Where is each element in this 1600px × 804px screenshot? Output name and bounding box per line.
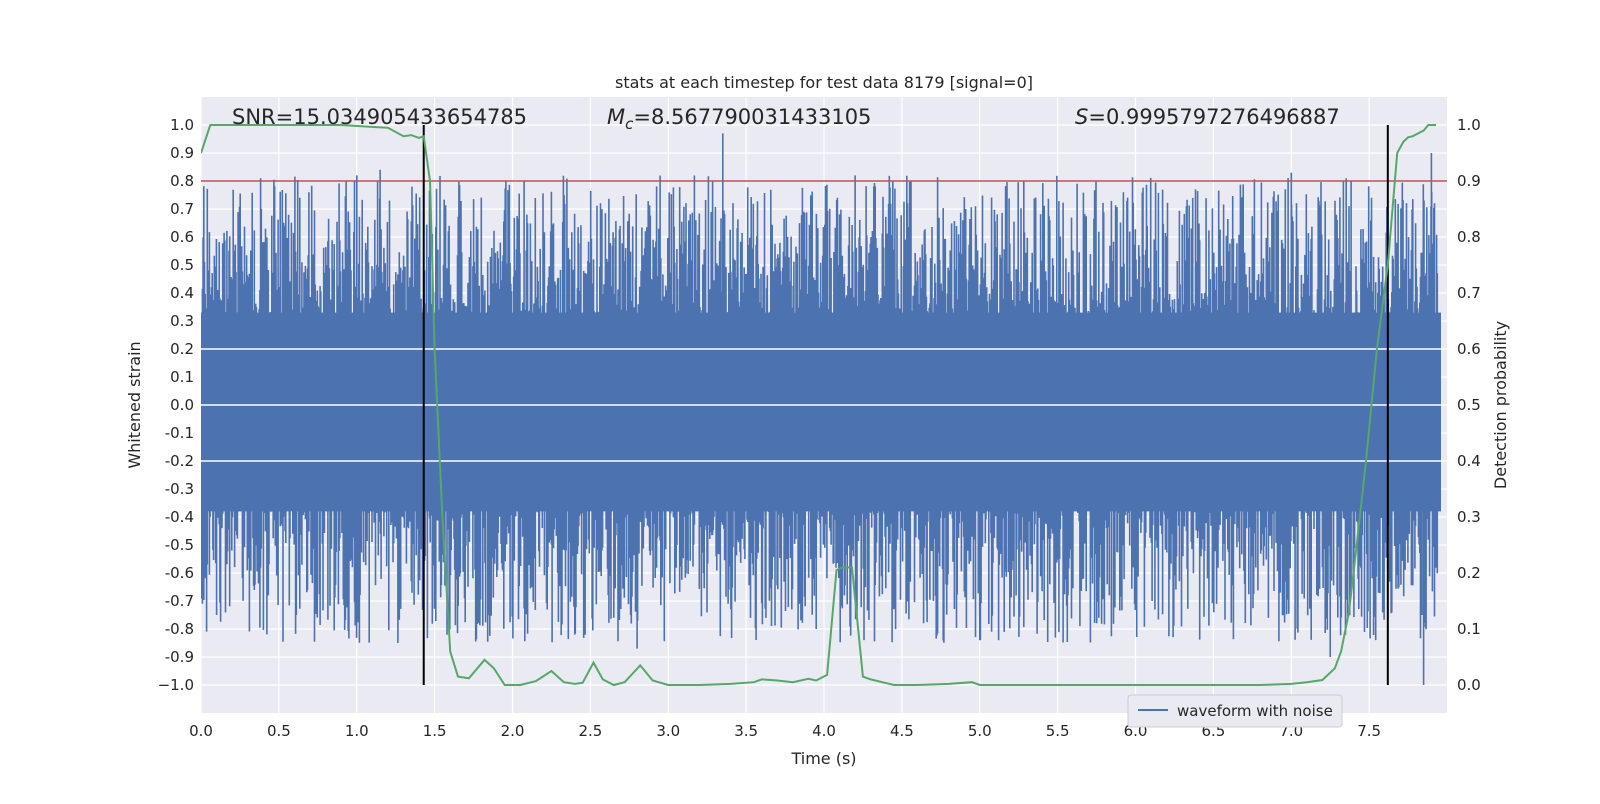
y-tick-label: 0.3	[170, 312, 194, 330]
legend: waveform with noise	[1127, 694, 1343, 728]
waveform-spikes	[201, 133, 1439, 685]
y-right-tick-label: 0.6	[1457, 340, 1481, 358]
s-symbol: S	[1075, 105, 1088, 129]
x-tick-label: 4.0	[812, 722, 836, 740]
y-right-tick-label: 0.2	[1457, 564, 1481, 582]
y-tick-label: -0.4	[165, 508, 194, 526]
vertical-markers	[422, 125, 1389, 685]
x-tick-label: 5.5	[1046, 722, 1070, 740]
y-tick-label: 0.4	[170, 284, 194, 302]
y-right-tick-labels: 1.0 0.9 0.8 0.7 0.6 0.5 0.4 0.3 0.2 0.1 0.0	[1457, 116, 1481, 694]
right-grid-over-waveform	[201, 348, 1447, 462]
y-tick-label: 0.8	[170, 172, 194, 190]
y-tick-label: -0.6	[165, 564, 194, 582]
y-tick-label: 1.0	[170, 116, 194, 134]
x-tick-label: 4.5	[890, 722, 914, 740]
x-tick-label: 5.0	[968, 722, 992, 740]
x-tick-label: 2.5	[578, 722, 602, 740]
y-right-axis-label: Detection probability	[1491, 321, 1510, 489]
x-tick-label: 1.0	[345, 722, 369, 740]
y-right-tick-label: 0.7	[1457, 284, 1481, 302]
y-right-tick-label: 0.3	[1457, 508, 1481, 526]
x-tick-label: 3.0	[656, 722, 680, 740]
detection-probability-line	[201, 124, 1437, 687]
y-tick-label: -0.7	[165, 592, 194, 610]
y-axis-label: Whitened strain	[125, 341, 144, 468]
y-tick-label: 0.5	[170, 256, 194, 274]
y-tick-label: -0.1	[165, 424, 194, 442]
y-tick-label: 0.2	[170, 340, 194, 358]
x-axis-label: Time (s)	[790, 749, 856, 768]
x-tick-label: 1.5	[423, 722, 447, 740]
y-tick-label: 0.1	[170, 368, 194, 386]
y-tick-label: 0.0	[170, 396, 194, 414]
y-tick-label: −1.0	[158, 676, 194, 694]
y-tick-label: -0.9	[165, 648, 194, 666]
legend-label: waveform with noise	[1177, 702, 1333, 720]
y-right-tick-label: 0.4	[1457, 452, 1481, 470]
chart-title: stats at each timestep for test data 817…	[615, 73, 1033, 92]
mc-subscript: c	[625, 115, 634, 133]
y-tick-label: 0.7	[170, 200, 194, 218]
y-tick-labels: 1.0 0.9 0.8 0.7 0.6 0.5 0.4 0.3 0.2 0.1 0.0 -0.1 -0.…	[158, 116, 194, 694]
mc-symbol: M	[607, 105, 625, 129]
plot-area	[201, 124, 1447, 687]
y-tick-label: -0.8	[165, 620, 194, 638]
waveform-spike-path	[201, 133, 1439, 685]
significance-annotation: S=0.9995797276496887	[1075, 105, 1340, 129]
mc-value: =8.567790031433105	[633, 105, 871, 129]
y-right-tick-label: 0.9	[1457, 172, 1481, 190]
x-tick-label: 3.5	[734, 722, 758, 740]
x-tick-label: 0.0	[189, 722, 213, 740]
x-tick-label: 7.5	[1357, 722, 1381, 740]
y-right-tick-label: 0.0	[1457, 676, 1481, 694]
x-tick-label: 0.5	[267, 722, 291, 740]
snr-annotation: SNR=15.034905433654785	[232, 105, 527, 129]
y-tick-label: -0.3	[165, 480, 194, 498]
legend-box	[1127, 694, 1343, 728]
y-right-tick-label: 0.8	[1457, 228, 1481, 246]
y-right-tick-label: 0.1	[1457, 620, 1481, 638]
x-tick-label: 2.0	[501, 722, 525, 740]
y-tick-label: -0.5	[165, 536, 194, 554]
y-tick-label: -0.2	[165, 452, 194, 470]
s-value: =0.9995797276496887	[1088, 105, 1339, 129]
y-tick-label: 0.9	[170, 144, 194, 162]
y-right-tick-label: 0.5	[1457, 396, 1481, 414]
y-right-tick-label: 1.0	[1457, 116, 1481, 134]
y-tick-label: 0.6	[170, 228, 194, 246]
chirp-mass-annotation: Mc=8.567790031433105	[607, 105, 871, 133]
